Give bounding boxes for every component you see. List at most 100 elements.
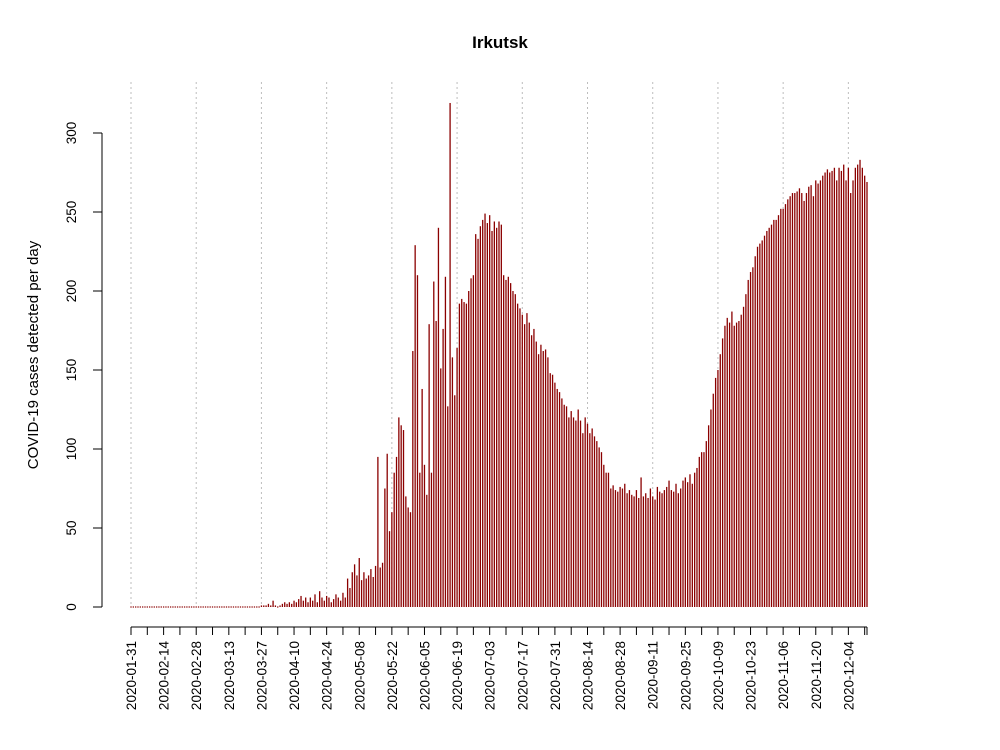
bar — [135, 606, 137, 608]
x-tick-label: 2020-11-06 — [776, 641, 791, 709]
bar — [230, 606, 232, 608]
bar — [302, 600, 305, 607]
bar — [817, 183, 819, 607]
bar — [805, 193, 808, 608]
bar — [319, 591, 321, 607]
bar — [451, 357, 454, 607]
bar — [309, 597, 311, 607]
x-tick-label: 2020-02-14 — [157, 641, 172, 711]
bar — [179, 606, 181, 608]
bar — [645, 493, 647, 607]
bar — [295, 602, 298, 607]
bar — [621, 488, 624, 607]
bar — [663, 490, 666, 607]
bar — [256, 606, 258, 608]
bar — [242, 606, 244, 608]
bar — [731, 311, 733, 607]
bar — [565, 406, 568, 607]
bar — [784, 204, 787, 607]
bar — [190, 606, 193, 608]
bar — [353, 564, 356, 607]
bar — [258, 606, 260, 608]
bar — [677, 493, 679, 607]
bar — [321, 597, 323, 607]
bar — [733, 325, 735, 607]
bar — [214, 606, 216, 608]
bar — [852, 180, 854, 607]
bar — [810, 185, 812, 607]
x-tick-label: 2020-05-22 — [385, 641, 400, 710]
bar — [726, 317, 728, 607]
bar — [861, 167, 863, 607]
bar — [305, 597, 307, 607]
bar — [603, 464, 605, 607]
bar — [379, 567, 381, 607]
bar — [479, 226, 482, 607]
bar — [377, 456, 379, 607]
bar — [218, 606, 221, 608]
bar — [680, 488, 682, 607]
bar — [801, 193, 803, 608]
bar — [393, 472, 395, 607]
bar — [516, 303, 519, 607]
bar — [600, 452, 603, 607]
bar — [181, 606, 183, 608]
bar — [572, 417, 575, 607]
x-tick-label: 2020-10-23 — [744, 641, 759, 710]
bar — [200, 606, 202, 608]
bar — [652, 496, 654, 607]
bar — [307, 602, 309, 607]
bar — [223, 606, 225, 608]
bar — [551, 374, 554, 607]
bar — [183, 606, 186, 608]
bar — [656, 486, 659, 607]
bar — [721, 338, 724, 607]
bar — [700, 452, 703, 607]
bar — [596, 441, 598, 607]
bar — [787, 199, 789, 608]
bar — [174, 606, 176, 608]
bar — [176, 606, 179, 608]
x-tick-label: 2020-07-31 — [548, 641, 563, 710]
y-tick-label: 100 — [64, 438, 79, 461]
bar — [335, 594, 337, 607]
bar — [815, 180, 817, 607]
bar — [859, 159, 861, 608]
bar — [554, 382, 556, 607]
bar — [503, 275, 505, 607]
bar — [845, 180, 847, 607]
bar — [470, 278, 472, 607]
bar — [789, 196, 791, 607]
bar — [547, 357, 549, 607]
bar — [172, 606, 174, 608]
bar — [840, 170, 843, 608]
bar — [195, 606, 197, 608]
bar — [631, 494, 633, 607]
bar — [197, 606, 200, 608]
bar — [207, 606, 209, 608]
x-tick-label: 2020-11-20 — [809, 641, 824, 709]
bar — [591, 428, 593, 607]
bar — [265, 605, 267, 607]
bar — [714, 377, 717, 607]
bar — [752, 267, 754, 607]
bar — [742, 306, 745, 607]
bar — [461, 298, 463, 607]
bar — [342, 592, 344, 607]
bar — [782, 208, 784, 607]
bar — [770, 224, 773, 607]
bar — [635, 490, 638, 607]
bar — [221, 606, 223, 608]
bar — [659, 491, 661, 607]
bar — [568, 417, 570, 607]
bar — [728, 322, 731, 607]
bar — [661, 493, 663, 607]
bar — [139, 606, 141, 608]
bar — [703, 452, 705, 607]
bar — [698, 456, 700, 607]
bar — [384, 488, 386, 607]
bar — [449, 102, 451, 607]
bar — [267, 603, 270, 607]
bar — [360, 580, 363, 607]
bar — [535, 341, 537, 607]
